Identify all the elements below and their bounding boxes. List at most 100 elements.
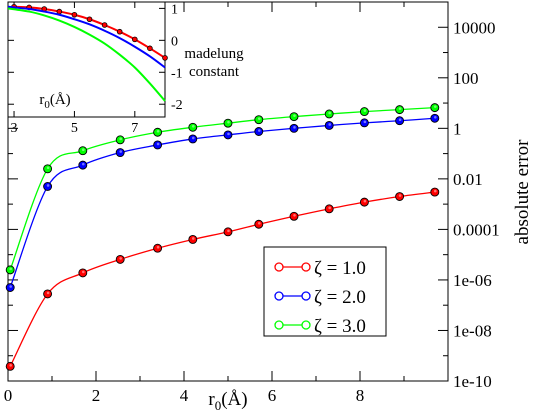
- data-point-highlight: [227, 132, 230, 136]
- data-point-highlight: [227, 229, 230, 233]
- inset-data-point: [71, 11, 78, 18]
- data-point: [395, 105, 405, 115]
- data-point-highlight: [363, 109, 367, 112]
- data-point: [324, 204, 334, 214]
- legend-swatch-marker: [301, 320, 311, 330]
- data-point: [254, 219, 264, 229]
- data-point: [153, 140, 163, 150]
- data-point-highlight: [82, 270, 85, 274]
- inset-frame: [7, 1, 166, 118]
- y-axis-label: absolute error: [512, 139, 533, 245]
- data-point-highlight: [434, 115, 437, 119]
- inset-data-point: [86, 16, 93, 23]
- inset-series-line: [7, 7, 166, 102]
- legend-swatch-marker: [274, 291, 284, 301]
- data-point-highlight: [293, 114, 296, 117]
- inset-y-tick-label: -2: [171, 98, 183, 113]
- inset-series-line: [7, 5, 166, 69]
- inset-x-tick-label: 5: [71, 121, 78, 136]
- data-point: [43, 289, 53, 299]
- data-point: [254, 115, 264, 125]
- data-point-highlight: [363, 199, 367, 203]
- y-tick-label: 1e-10: [453, 372, 492, 391]
- data-point-highlight: [46, 166, 50, 170]
- data-point-highlight: [434, 105, 437, 108]
- data-point-highlight: [258, 129, 261, 132]
- inset-y-tick-label: -1: [171, 66, 183, 81]
- data-point: [430, 113, 440, 123]
- data-point-highlight: [258, 221, 261, 225]
- y-tick-label: 1e-08: [453, 321, 492, 340]
- inset-y-tick-label: 0: [171, 34, 178, 49]
- inset-data-point: [147, 45, 153, 52]
- data-point: [188, 122, 198, 132]
- data-point-highlight: [156, 245, 160, 249]
- data-point: [153, 243, 163, 253]
- x-axis-label-main: r: [208, 389, 215, 410]
- y-tick-label: 0.01: [453, 170, 483, 189]
- data-point: [78, 268, 88, 278]
- data-point-highlight: [9, 364, 12, 367]
- y-tick-label: 100: [453, 69, 479, 88]
- data-point-highlight: [9, 267, 12, 271]
- data-point: [43, 164, 53, 174]
- data-point: [359, 107, 369, 117]
- inset-y-axis-label-line2: constant: [189, 64, 240, 80]
- inset-data-point: [116, 28, 123, 35]
- data-point: [5, 361, 15, 371]
- data-point: [43, 182, 53, 191]
- data-point-highlight: [328, 111, 332, 115]
- data-point: [430, 103, 440, 113]
- data-point-highlight: [328, 206, 332, 210]
- data-point-highlight: [258, 117, 261, 120]
- inset-data-point: [162, 55, 168, 61]
- data-point-highlight: [293, 126, 296, 129]
- data-point: [430, 187, 440, 197]
- inset-data-point: [101, 22, 108, 28]
- data-point-highlight: [227, 120, 230, 124]
- data-point: [188, 134, 198, 144]
- data-point-highlight: [398, 107, 402, 110]
- data-point-highlight: [192, 124, 195, 128]
- data-point: [223, 227, 233, 237]
- data-point-highlight: [398, 194, 402, 197]
- data-point-highlight: [293, 213, 296, 217]
- data-point: [5, 265, 15, 275]
- legend-swatch-marker: [301, 262, 311, 272]
- data-point-highlight: [434, 189, 437, 193]
- data-point: [289, 112, 299, 122]
- data-point-highlight: [82, 162, 85, 166]
- inset-x-tick-label: 7: [131, 121, 138, 136]
- legend: ζ = 1.0 ζ = 2.0 ζ = 3.0: [263, 246, 387, 337]
- legend-box: [263, 246, 387, 337]
- inset-y-tick-label: 1: [171, 2, 178, 17]
- data-point: [289, 123, 299, 133]
- data-point-highlight: [46, 291, 50, 295]
- data-point: [324, 121, 334, 130]
- x-tick-label: 2: [92, 386, 101, 405]
- data-point: [153, 127, 163, 137]
- data-point-highlight: [9, 285, 12, 288]
- y-tick-label: 1e-06: [453, 271, 492, 290]
- data-point-highlight: [398, 118, 402, 122]
- legend-swatch-marker: [274, 262, 284, 272]
- legend-label: ζ = 3.0: [314, 316, 366, 337]
- data-point: [254, 127, 264, 136]
- x-axis-label: r0(Å): [208, 389, 247, 413]
- data-point-highlight: [119, 150, 122, 153]
- data-point: [78, 160, 88, 170]
- inset-x-axis-label-unit: (Å): [50, 92, 71, 108]
- data-point: [223, 118, 233, 128]
- y-tick-label: 10000: [453, 18, 496, 37]
- data-point: [223, 130, 233, 140]
- x-axis-label-sub: 0: [215, 398, 222, 413]
- data-point-highlight: [192, 136, 195, 140]
- data-point-highlight: [156, 129, 160, 133]
- inset-x-axis-label: r0(Å): [39, 92, 70, 111]
- data-point: [289, 211, 299, 221]
- x-axis-label-unit: (Å): [221, 389, 247, 410]
- legend-swatch-marker: [274, 320, 284, 330]
- data-point-highlight: [156, 142, 160, 146]
- data-point: [115, 148, 125, 158]
